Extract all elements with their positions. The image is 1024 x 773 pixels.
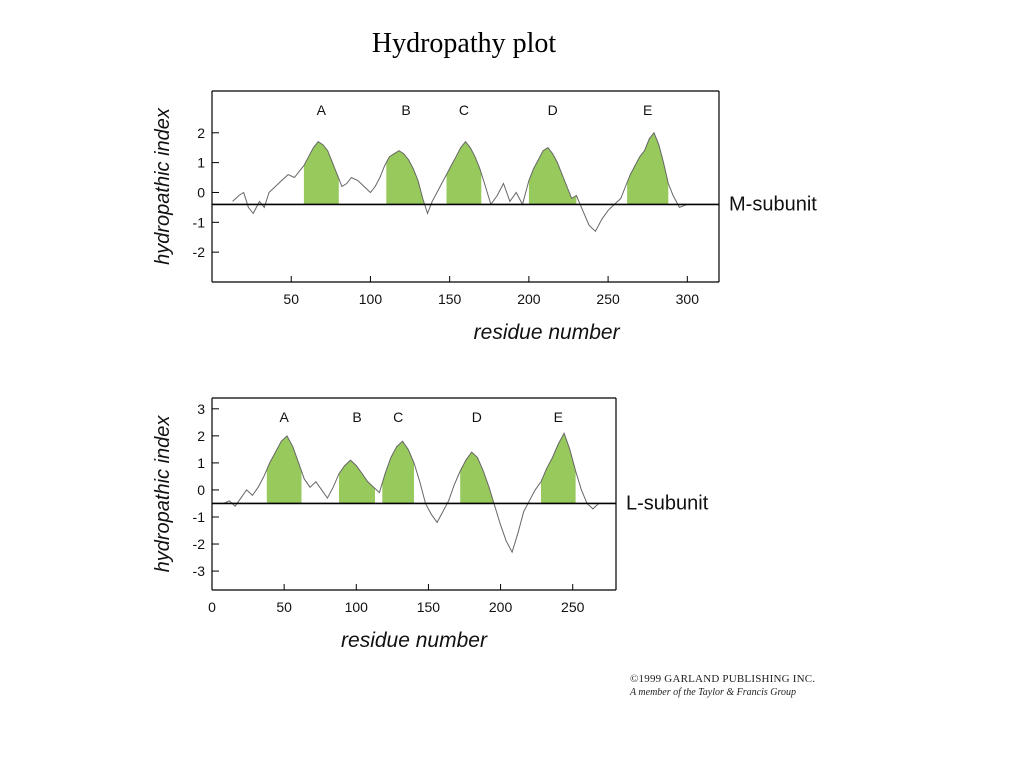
hydropathy-trace [232,131,688,233]
x-tick-label: 0 [208,599,216,615]
x-tick-label: 200 [489,599,513,615]
x-axis-label: residue number [474,321,621,344]
segment-label-E: E [554,409,563,425]
chart-l-subunit: 3 2 1 0 -1 -2 -3 0 50 100 150 200 250 A B C D E L-subunit r… [152,397,709,652]
x-tick-label: 300 [676,291,700,307]
y-tick-label: -2 [193,536,206,552]
x-tick-label: 50 [283,291,299,307]
y-tick-label: -1 [193,214,206,230]
y-tick-label: 1 [197,455,205,471]
copyright-line-2: A member of the Taylor & Francis Group [630,687,797,698]
x-tick-label: 150 [417,599,441,615]
x-tick-label: 250 [596,291,620,307]
subunit-label: M-subunit [729,193,817,215]
y-tick-label: 1 [197,155,205,171]
y-tick-label: -1 [193,509,206,525]
segment-label-A: A [317,102,327,118]
segment-label-D: D [548,102,558,118]
segment-label-C: C [393,409,403,425]
y-tick-label: -2 [193,244,206,260]
x-tick-label: 50 [276,599,292,615]
y-tick-label: 2 [197,428,205,444]
segment-C [382,441,414,504]
segment-D [528,147,577,205]
segment-A [303,141,339,205]
subunit-label: L-subunit [626,492,709,514]
y-tick-label: 2 [197,125,205,141]
segment-C [446,141,482,205]
segment-B [386,150,426,205]
y-axis-label: hydropathic index [152,415,174,573]
x-tick-label: 200 [517,291,541,307]
segment-label-D: D [472,409,482,425]
y-tick-label: 0 [197,482,205,498]
chart-m-subunit: 2 1 0 -1 -2 50 100 150 200 250 300 A B C D E M-subunit re… [152,90,817,344]
segment-label-A: A [279,409,289,425]
y-tick-label: 3 [197,401,205,417]
x-tick-label: 100 [345,599,369,615]
segment-B [339,460,375,504]
segment-label-E: E [643,102,652,118]
segment-label-B: B [401,102,410,118]
segment-label-C: C [459,102,469,118]
segment-E [627,132,669,205]
copyright-notice: ©1999 GARLAND PUBLISHING INC. A member o… [630,673,815,698]
segment-D [460,452,494,504]
y-axis-label: hydropathic index [152,107,174,265]
segment-A [266,435,302,504]
segment-label-B: B [352,409,361,425]
x-tick-label: 100 [359,291,383,307]
hydropathy-trace [223,431,600,554]
x-tick-label: 150 [438,291,462,307]
segment-E [541,433,576,504]
x-tick-label: 250 [561,599,585,615]
page-title: Hydropathy plot [371,28,557,59]
copyright-line-1: ©1999 GARLAND PUBLISHING INC. [630,673,816,685]
x-axis-label: residue number [341,629,488,652]
y-tick-label: -3 [193,563,206,579]
y-tick-label: 0 [197,184,205,200]
